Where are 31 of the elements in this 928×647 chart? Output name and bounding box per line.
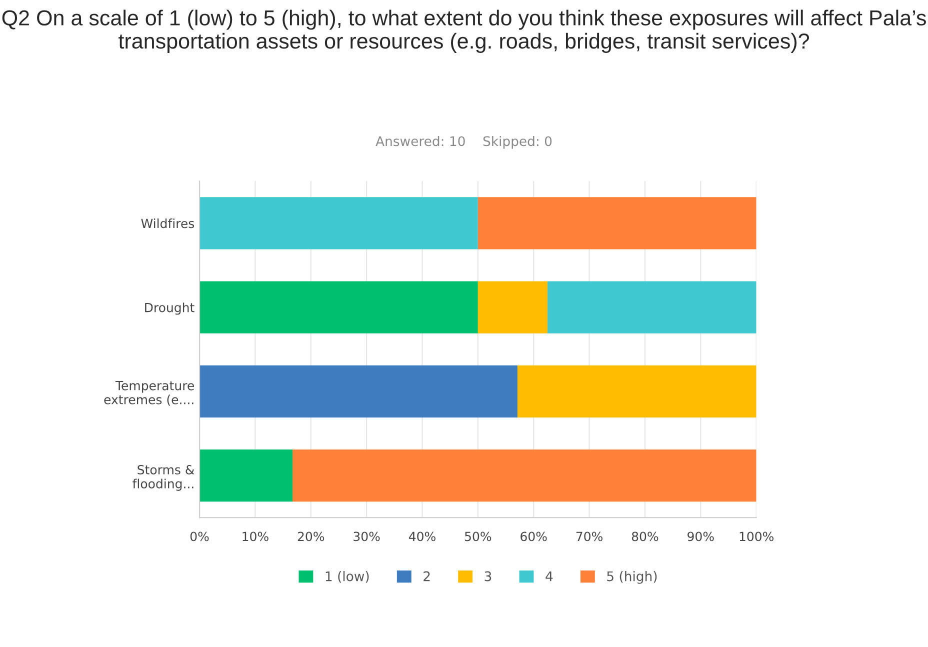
- bar: [517, 365, 756, 418]
- x-tick-label: 50%: [464, 532, 492, 542]
- bar: [292, 449, 756, 502]
- x-tick-label: 100%: [740, 532, 774, 542]
- x-tick-label: 30%: [354, 532, 380, 542]
- bar: [200, 365, 518, 418]
- y-tick-label: Wildfires: [141, 218, 194, 228]
- chart-title: Q2 On a scale of 1 (low) to 5 (high), to what extent do you think these exposures will affect Pala’s transportation assets or resources (e.g. roads, bridges, transit services)?: [2, 10, 926, 53]
- x-tick-label: 60%: [520, 532, 547, 542]
- bar: [478, 281, 548, 334]
- bar: [548, 281, 756, 334]
- x-tick-label: 10%: [242, 532, 268, 542]
- y-tick-label: Drought: [145, 302, 194, 315]
- x-tick-label: 90%: [688, 532, 714, 542]
- x-tick-label: 80%: [632, 532, 658, 542]
- bar: [200, 449, 293, 502]
- legend-label: 2: [424, 571, 430, 582]
- legend-label: 3: [484, 571, 492, 582]
- y-tick-label: Storms & flooding...: [132, 464, 194, 491]
- x-tick-label: 40%: [408, 532, 436, 542]
- legend-label: 4: [546, 571, 553, 582]
- bar: [478, 197, 756, 250]
- x-tick-label: 0%: [190, 532, 209, 542]
- legend-label: 1 (low): [326, 571, 369, 583]
- chart-subtitle: Answered: 10 Skipped: 0: [376, 136, 552, 149]
- bar: [200, 197, 478, 250]
- bar: [200, 281, 478, 334]
- y-tick-label: Temperature extremes (e....: [104, 381, 194, 406]
- legend-label: 5 (high): [607, 571, 657, 584]
- x-tick-label: 70%: [576, 532, 602, 542]
- x-tick-label: 20%: [298, 532, 324, 542]
